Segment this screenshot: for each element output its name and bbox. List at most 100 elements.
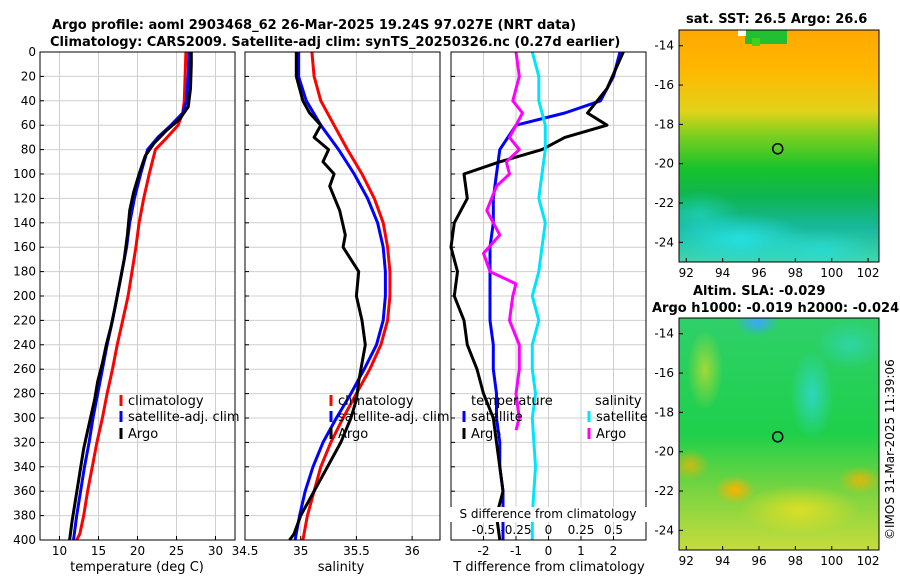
legend-label-temp-satellite: satellite [471, 410, 523, 425]
x-tick-label: 10 [52, 544, 67, 558]
map-x-tick-label: 98 [788, 266, 803, 280]
x-tick-label: 25 [169, 544, 184, 558]
sla-map-title: Altim. SLA: -0.029 [693, 284, 825, 299]
sst-map-panel: sat. SST: 26.5 Argo: 26.6 92 94 96 98 100 102… [654, 12, 879, 280]
y-tick-label: 20 [21, 69, 36, 83]
map-y-tick-label: -16 [654, 78, 674, 92]
map-x-tick-label: 102 [857, 554, 880, 568]
series-line-argo [288, 52, 367, 541]
series-line-temperature-argo [449, 51, 625, 541]
sla-map-subtitle: Argo h1000: -0.019 h2000: -0.024 [652, 301, 899, 316]
x-tick-label: 0 [545, 544, 553, 558]
salinity-xlabel: salinity [318, 560, 365, 575]
x-tick-label: 20 [130, 544, 145, 558]
y-tick-label: 0 [28, 45, 36, 59]
map-x-tick-label: 92 [679, 266, 694, 280]
x-tick-label: -2 [478, 544, 490, 558]
difference-legend: temperature satellite Argo salinity sate… [462, 394, 648, 442]
legend-label-argo: Argo [128, 427, 158, 442]
map-x-tick-label: 100 [820, 554, 843, 568]
x-tick-label: 35.5 [343, 544, 370, 558]
map-y-tick-label: -18 [654, 117, 674, 131]
legend-label-satellite: satellite-adj. clim [338, 410, 450, 425]
legend-label-satellite: satellite-adj. clim [128, 410, 240, 425]
y-tick-label: 360 [13, 484, 36, 498]
y-tick-label: 160 [13, 240, 36, 254]
y-tick-label: 80 [21, 143, 36, 157]
sst-map-title: sat. SST: 26.5 Argo: 26.6 [686, 12, 867, 27]
map-y-tick-label: -22 [654, 484, 674, 498]
t-difference-xlabel: T difference from climatology [452, 560, 645, 575]
argo-location-marker [771, 143, 784, 155]
map-y-tick-label: -22 [654, 196, 674, 210]
series-line-salinity-satellite [530, 51, 547, 540]
x-tick-label: 34.5 [232, 544, 259, 558]
series-line-satellite-adj-clim [293, 52, 387, 541]
sla-map-image [679, 318, 879, 550]
x-top-tick-label: 0.25 [568, 523, 595, 537]
legend-heading-temperature: temperature [471, 394, 553, 409]
legend-label-climatology: climatology [338, 394, 414, 409]
s-difference-label-bg [449, 507, 647, 522]
y-tick-label: 60 [21, 118, 36, 132]
y-tick-label: 340 [13, 460, 36, 474]
map-y-tick-label: -20 [654, 445, 674, 459]
map-y-tick-label: -14 [654, 39, 674, 53]
map-x-tick-label: 94 [715, 266, 730, 280]
map-x-tick-label: 98 [788, 554, 803, 568]
salinity-legend: climatology satellite-adj. clim Argo [329, 394, 450, 442]
x-tick-label: 2 [610, 544, 618, 558]
legend-label-temp-argo: Argo [471, 427, 501, 442]
y-tick-label: 120 [13, 191, 36, 205]
figure-title-line2: Climatology: CARS2009. Satellite-adj cli… [50, 35, 620, 50]
x-tick-label: 36 [405, 544, 420, 558]
difference-axes-box [450, 51, 647, 541]
salinity-axes-box [244, 51, 441, 541]
map-x-tick-label: 96 [751, 554, 766, 568]
temperature-legend: climatology satellite-adj. clim Argo [119, 394, 240, 442]
map-y-tick-label: -14 [654, 327, 674, 341]
figure-title-line1: Argo profile: aoml 2903468_62 26-Mar-202… [52, 18, 576, 33]
imos-watermark: ©IMOS 31-Mar-2025 11:39:06 [883, 359, 897, 540]
y-tick-label: 400 [13, 533, 36, 547]
x-tick-label: -1 [510, 544, 522, 558]
series-line-climatology [75, 51, 188, 541]
sla-map-panel: Altim. SLA: -0.029 Argo h1000: -0.019 h2… [652, 284, 899, 568]
y-tick-label: 140 [13, 216, 36, 230]
map-x-tick-label: 92 [679, 554, 694, 568]
legend-label-sal-satellite: satellite [596, 410, 648, 425]
y-tick-label: 260 [13, 362, 36, 376]
temperature-profile-panel: 0 20 40 60 80 100 120 140 160 180 200 220 240 260 280 3… [13, 45, 240, 575]
map-x-tick-label: 102 [857, 266, 880, 280]
y-tick-label: 40 [21, 94, 36, 108]
map-y-tick-label: -24 [654, 235, 674, 249]
map-y-tick-label: -24 [654, 523, 674, 537]
series-line-salinity-argo [482, 51, 524, 431]
y-tick-label: 320 [13, 435, 36, 449]
x-top-tick-label: -0.25 [500, 523, 531, 537]
x-top-tick-label: 0.5 [604, 523, 623, 537]
x-tick-label: 1 [577, 544, 585, 558]
legend-label-climatology: climatology [128, 394, 204, 409]
series-line-argo [68, 52, 193, 541]
legend-heading-salinity: salinity [595, 394, 642, 409]
x-tick-label: 35 [293, 544, 308, 558]
x-top-tick-label: 0 [545, 523, 553, 537]
y-tick-label: 100 [13, 167, 36, 181]
x-tick-label: 30 [208, 544, 223, 558]
sst-map-image [679, 30, 879, 262]
map-y-tick-label: -20 [654, 157, 674, 171]
y-tick-label: 220 [13, 313, 36, 327]
y-tick-label: 240 [13, 338, 36, 352]
argo-location-marker [771, 431, 784, 443]
y-tick-label: 380 [13, 509, 36, 523]
temperature-xlabel: temperature (deg C) [70, 560, 204, 575]
map-x-tick-label: 96 [751, 266, 766, 280]
map-x-tick-label: 94 [715, 554, 730, 568]
legend-label-sal-argo: Argo [596, 427, 626, 442]
map-y-tick-label: -16 [654, 366, 674, 380]
series-line-climatology [301, 51, 392, 541]
x-tick-label: 15 [91, 544, 106, 558]
y-tick-label: 180 [13, 265, 36, 279]
